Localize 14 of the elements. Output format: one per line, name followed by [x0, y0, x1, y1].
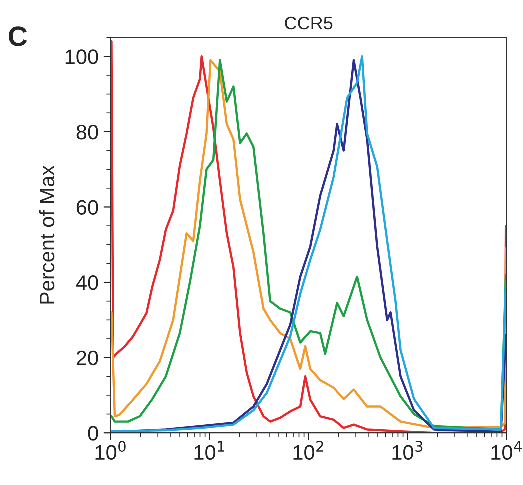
x-tick-label: 10$^{4}$ — [492, 441, 522, 460]
y-tick-label: 0 — [88, 426, 98, 441]
y-tick-label: 100 — [66, 50, 98, 64]
x-tick-label: 10$^{1}$ — [194, 441, 224, 460]
y-tick-label: 20 — [76, 350, 98, 366]
x-tick-label: 10$^{3}$ — [392, 441, 423, 460]
text: C — [8, 26, 28, 46]
y-tick-label: 40 — [76, 276, 98, 290]
y-axis-title: Percent of Max — [39, 166, 55, 304]
x-tick-label: 10$^{0}$ — [96, 441, 126, 460]
x-tick-label: 10$^{2}$ — [294, 441, 324, 460]
chart-title: CCR5 — [285, 16, 333, 30]
y-tick-label: 60 — [76, 200, 98, 215]
y-tick-label: 80 — [76, 124, 98, 140]
